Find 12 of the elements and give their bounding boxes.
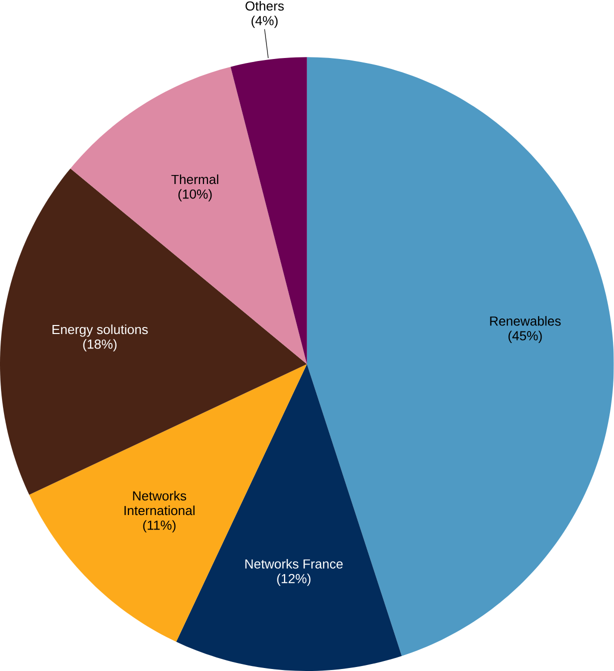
data-label: (10%) [178,189,212,202]
data-label: (12%) [277,574,311,586]
data-label: (45%) [508,330,542,343]
slice-label: Energy solutions [52,324,148,337]
data-label: (18%) [83,339,117,352]
slice-label: Thermal [171,174,218,184]
slice-label: Networks International [124,490,195,516]
slice-label: Renewables [490,316,561,326]
slice-label: Others [246,1,284,11]
data-label: (4%) [252,16,278,28]
data-label: (11%) [143,520,176,532]
slice-label: Networks France [245,558,343,569]
